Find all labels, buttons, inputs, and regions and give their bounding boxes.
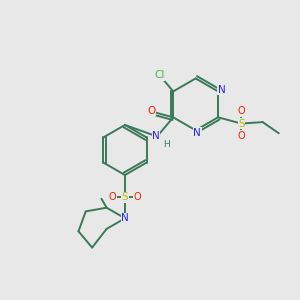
Text: O: O [238,106,245,116]
Text: N: N [218,85,226,95]
Text: H: H [163,140,170,149]
Text: S: S [238,118,245,129]
Text: Cl: Cl [154,70,165,80]
Text: O: O [238,131,245,141]
Text: N: N [152,131,160,142]
Text: O: O [134,192,141,202]
Text: O: O [109,192,116,202]
Text: O: O [148,106,156,116]
Text: N: N [121,213,129,223]
Text: S: S [122,192,128,202]
Text: N: N [193,128,201,138]
